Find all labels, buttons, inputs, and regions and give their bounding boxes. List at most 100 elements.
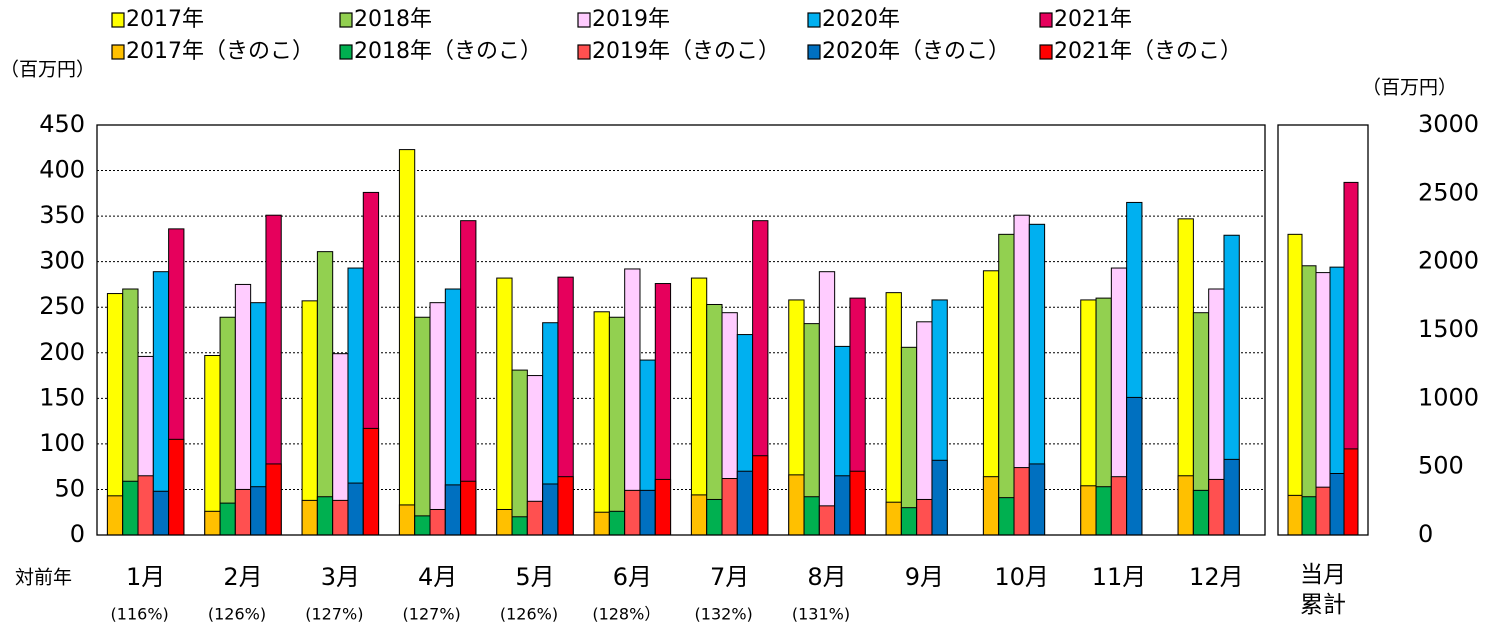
bar	[998, 497, 1015, 536]
yoy-label: (116%)	[111, 605, 169, 624]
bar	[301, 300, 318, 536]
yoy-label: (127%)	[305, 605, 363, 624]
bar	[250, 486, 267, 536]
bar	[511, 516, 528, 536]
bar	[1343, 448, 1359, 536]
bar	[706, 498, 723, 536]
bar	[1095, 486, 1112, 536]
y-tick-label: 200	[39, 338, 85, 366]
x-tick-label: 3月	[321, 563, 360, 591]
y-tick-label: 1000	[1418, 383, 1479, 411]
y-tick-label: 250	[39, 292, 85, 320]
y-tick-label: 300	[39, 247, 85, 275]
bar	[204, 355, 221, 536]
y-tick-label: 2500	[1418, 178, 1479, 206]
y-tick-label: 50	[54, 474, 85, 502]
bar	[834, 475, 851, 536]
bar	[1208, 478, 1225, 536]
bar	[1301, 265, 1317, 536]
x-tick-label: 当月累計	[1300, 562, 1346, 618]
bar	[1177, 475, 1194, 536]
bar	[1329, 473, 1345, 536]
bar	[316, 251, 334, 536]
y-tick-label: 450	[39, 110, 85, 138]
legend-label: 2018年（きのこ）	[354, 39, 542, 64]
x-tick-label: 9月	[905, 563, 944, 591]
bar	[398, 504, 416, 536]
legend-label: 2021年	[1054, 7, 1132, 32]
y-tick-label: 150	[39, 383, 85, 411]
bar	[152, 490, 170, 536]
yoy-label: (131%)	[792, 605, 850, 624]
bar	[1080, 485, 1097, 536]
bar	[916, 498, 933, 536]
x-tick-label: 10月	[994, 563, 1049, 591]
bar	[122, 480, 139, 536]
bar	[496, 277, 513, 536]
bar	[900, 346, 918, 536]
bar	[593, 311, 610, 536]
plot-frame	[96, 124, 1266, 536]
bar	[608, 316, 626, 536]
bar	[1287, 233, 1303, 536]
y-tick-label: 350	[39, 201, 85, 229]
bar	[803, 496, 820, 536]
legend-label: 2020年（きのこ）	[822, 39, 1010, 64]
x-tick-label: 4月	[418, 563, 457, 591]
y-tick-label: 100	[39, 429, 85, 457]
bar	[265, 463, 282, 536]
bar	[496, 508, 513, 536]
bar	[639, 489, 656, 536]
bar	[998, 233, 1015, 536]
bar	[347, 482, 364, 536]
bar	[204, 510, 221, 536]
legend-label: 2018年	[354, 7, 432, 32]
bar	[982, 476, 1000, 536]
x-tick-label: 11月	[1092, 563, 1147, 591]
bar	[900, 507, 918, 536]
bar	[885, 501, 902, 536]
bar	[234, 488, 252, 536]
bar	[931, 459, 948, 536]
bar	[1223, 458, 1240, 536]
y-unit: （百万円）	[0, 59, 95, 81]
bar	[1028, 463, 1046, 536]
x-tick-label: 8月	[807, 563, 846, 591]
bar	[624, 489, 641, 536]
bar	[654, 478, 672, 536]
legend-swatch	[111, 44, 125, 60]
legend-label: 2021年（きのこ）	[1054, 39, 1242, 64]
legend-label: 2017年（きのこ）	[126, 39, 314, 64]
bar	[690, 494, 708, 536]
bar	[1126, 396, 1143, 536]
bar	[219, 502, 236, 536]
bar	[414, 316, 431, 536]
y-tick-label: 400	[39, 156, 85, 184]
bar	[414, 515, 431, 536]
yoy-label: (132%)	[695, 605, 753, 624]
legend-swatch	[577, 44, 591, 60]
y-tick-label: 0	[1418, 520, 1433, 548]
bar	[332, 499, 349, 536]
plot-frame	[1277, 124, 1369, 536]
legend-label: 2020年	[822, 7, 900, 32]
bar	[301, 499, 318, 536]
yoy-label: (126%)	[500, 605, 558, 624]
bar	[1301, 496, 1317, 536]
bar	[542, 483, 559, 536]
bar	[429, 302, 446, 536]
bar	[818, 271, 836, 536]
yoy-label: (127%)	[403, 605, 461, 624]
legend-swatch	[1039, 44, 1053, 60]
legend-swatch	[111, 12, 125, 28]
x-tick-label: 12月	[1189, 563, 1244, 591]
bar	[788, 474, 805, 536]
yoy-title: 対前年	[15, 567, 72, 589]
bar	[593, 511, 610, 536]
bar	[1110, 476, 1128, 536]
bar	[137, 475, 154, 536]
bar	[168, 438, 185, 536]
bar	[1315, 486, 1331, 536]
